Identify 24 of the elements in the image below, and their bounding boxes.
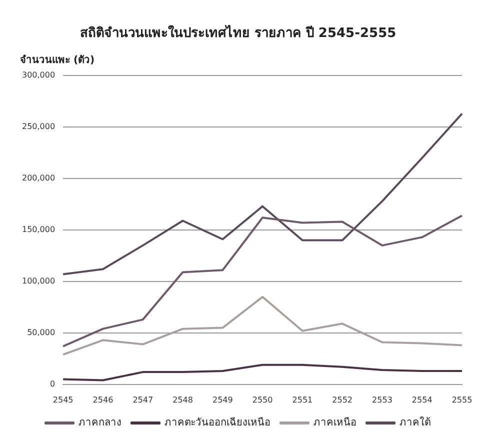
y-tick-label: 300,000 <box>22 70 56 80</box>
chart-title: สถิติจำนวนแพะในประเทศไทย รายภาค ปี 2545-2555 <box>80 24 396 42</box>
x-tick-label: 2548 <box>172 395 193 404</box>
y-tick-label: 0 <box>50 379 56 388</box>
x-tick-label: 2549 <box>212 395 233 404</box>
y-tick-label: 100,000 <box>22 276 56 286</box>
legend-label: ภาคเหนือ <box>314 416 356 429</box>
x-tick-label: 2550 <box>252 395 273 404</box>
y-axis-title: จำนวนแพะ (ตัว) <box>20 54 95 66</box>
x-tick-label: 2554 <box>412 395 432 404</box>
x-tick-label: 2546 <box>92 395 114 404</box>
legend-label: ภาคกลาง <box>78 418 122 429</box>
legend-label: ภาคใต้ <box>400 416 430 429</box>
x-tick-label: 2553 <box>372 395 392 404</box>
x-tick-label: 2551 <box>292 395 313 404</box>
x-tick-label: 2547 <box>132 395 154 404</box>
y-tick-label: 200,000 <box>22 174 56 183</box>
legend-label: ภาคตะวันออกเฉียงเหนือ <box>164 416 270 429</box>
x-tick-label: 2545 <box>52 395 74 404</box>
y-tick-label: 50,000 <box>27 328 56 338</box>
y-tick-label: 250,000 <box>22 122 56 132</box>
x-tick-label: 2552 <box>332 395 353 404</box>
y-tick-label: 150,000 <box>22 225 56 234</box>
x-tick-label: 2555 <box>452 395 472 404</box>
